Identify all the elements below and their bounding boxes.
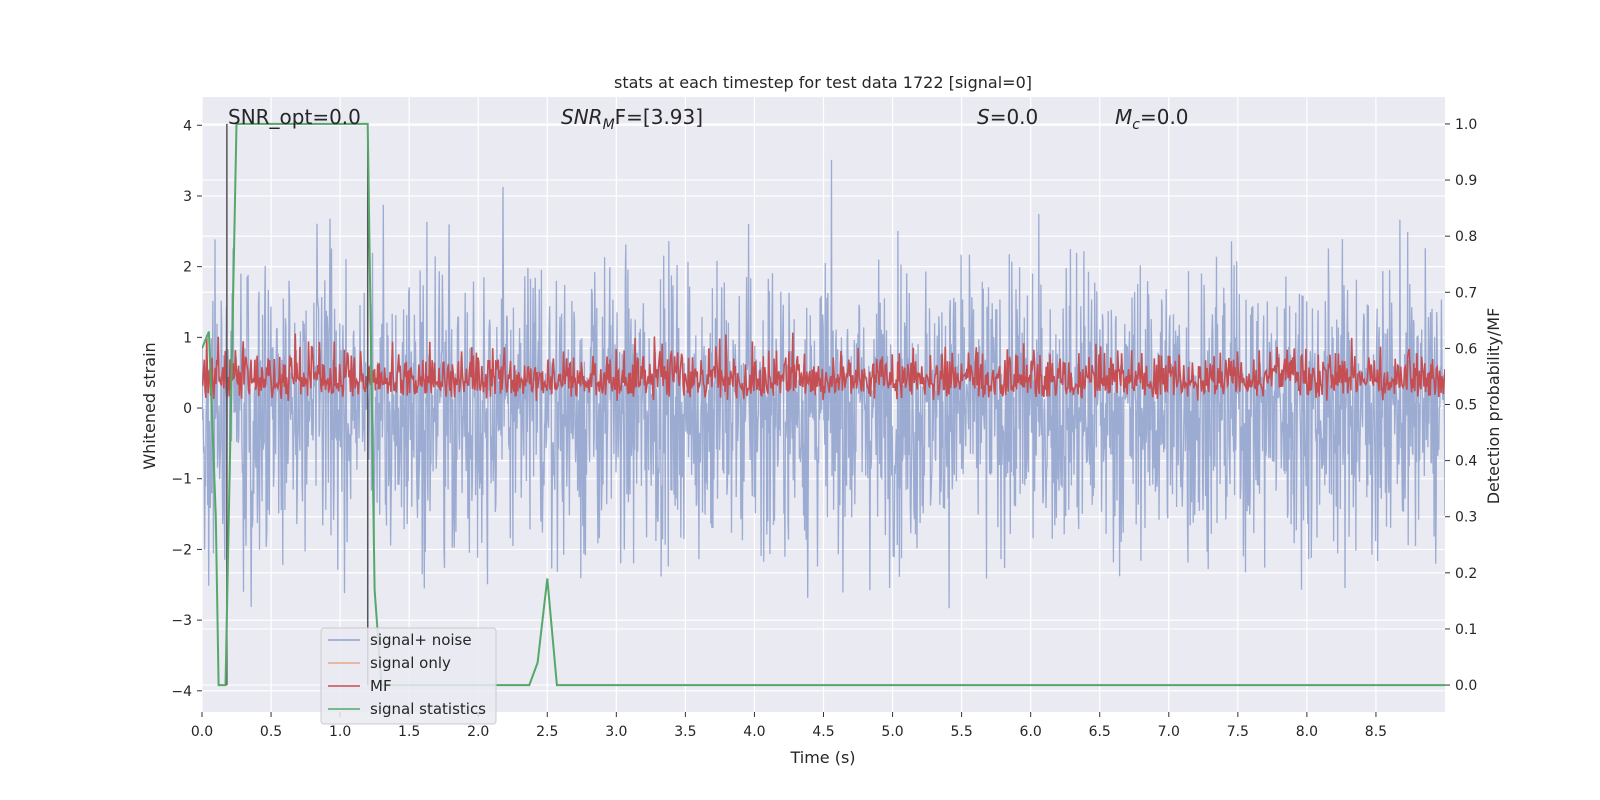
snr-mf-suffix: F=[3.93] <box>615 105 703 129</box>
annotation-snr-mf: SNRMF=[3.93] <box>561 105 703 133</box>
yl-tick-label-8: 4 <box>183 118 192 134</box>
x-tick-label-4: 2.0 <box>467 724 489 740</box>
yr-tick-label-4: 0.4 <box>1455 454 1477 470</box>
x-tick-label-8: 4.0 <box>743 724 765 740</box>
x-tick-label-16: 8.0 <box>1296 724 1318 740</box>
x-tick-label-10: 5.0 <box>881 724 903 740</box>
yr-tick-label-1: 0.1 <box>1455 622 1477 638</box>
yr-tick-label-5: 0.5 <box>1455 398 1477 414</box>
yr-tick-label-9: 0.9 <box>1455 173 1477 189</box>
y-axis-right-ticks: 0.0 0.1 0.2 0.3 0.4 0.5 0.6 0.7 0.8 0.9 1.0 <box>1445 117 1477 694</box>
annotation-s: S=0.0 <box>977 105 1038 129</box>
series-signal-plus-noise <box>202 159 1445 609</box>
s-var: S <box>977 105 990 129</box>
y-axis-right-label: Detection probability/MF <box>1484 308 1503 505</box>
mc-sub: c <box>1132 117 1140 133</box>
yr-tick-label-0: 0.0 <box>1455 678 1477 694</box>
yr-tick-label-3: 0.3 <box>1455 510 1477 526</box>
legend-label-signal-statistics: signal statistics <box>370 700 486 718</box>
x-tick-label-11: 5.5 <box>950 724 972 740</box>
x-tick-label-7: 3.5 <box>674 724 696 740</box>
y-axis-left-label: Whitened strain <box>140 342 159 469</box>
x-tick-label-12: 6.0 <box>1020 724 1042 740</box>
annotation-snr-opt: SNR_opt=0.0 <box>228 105 361 129</box>
yr-tick-label-10: 1.0 <box>1455 117 1477 133</box>
legend: signal+ noise signal only MF signal stat… <box>320 627 497 725</box>
x-tick-label-9: 4.5 <box>812 724 834 740</box>
x-axis-label: Time (s) <box>789 748 855 767</box>
legend-label-noise: signal+ noise <box>370 631 472 649</box>
x-tick-label-13: 6.5 <box>1089 724 1111 740</box>
yl-tick-label-6: 2 <box>183 260 192 276</box>
x-tick-label-1: 0.5 <box>260 724 282 740</box>
legend-label-signal-only: signal only <box>370 654 451 672</box>
yl-tick-label-1: −3 <box>171 613 192 629</box>
chart-title: stats at each timestep for test data 172… <box>614 73 1032 92</box>
mc-value: =0.0 <box>1140 105 1189 129</box>
yl-tick-label-7: 3 <box>183 189 192 205</box>
x-tick-label-3: 1.5 <box>398 724 420 740</box>
mc-var: M <box>1115 105 1132 129</box>
line-mf <box>202 332 1445 401</box>
series-mf <box>202 332 1445 401</box>
snr-mf-prefix: SNR <box>561 105 603 129</box>
snr-mf-sub: M <box>603 117 615 133</box>
x-tick-label-15: 7.5 <box>1227 724 1249 740</box>
yr-tick-label-8: 0.8 <box>1455 229 1477 245</box>
annotation-mc: Mc=0.0 <box>1115 105 1189 133</box>
y-axis-left-ticks: −4 −3 −2 −1 0 1 2 3 4 <box>171 118 202 700</box>
x-tick-label-0: 0.0 <box>191 724 213 740</box>
x-tick-label-5: 2.5 <box>536 724 558 740</box>
x-axis-ticks: 0.0 0.5 1.0 1.5 2.0 2.5 3.0 3.5 4.0 4.5 5.0 5.5 6.0 6… <box>191 712 1387 740</box>
yl-tick-label-5: 1 <box>183 330 192 346</box>
yr-tick-label-7: 0.7 <box>1455 285 1477 301</box>
yl-tick-label-4: 0 <box>183 401 192 417</box>
x-tick-label-2: 1.0 <box>329 724 351 740</box>
yl-tick-label-2: −2 <box>171 542 192 558</box>
x-tick-label-6: 3.0 <box>605 724 627 740</box>
s-value: =0.0 <box>990 105 1039 129</box>
yl-tick-label-0: −4 <box>171 684 192 700</box>
x-tick-label-17: 8.5 <box>1365 724 1387 740</box>
yl-tick-label-3: −1 <box>171 472 192 488</box>
legend-box <box>320 627 497 725</box>
yr-tick-label-6: 0.6 <box>1455 341 1477 357</box>
x-tick-label-14: 7.0 <box>1158 724 1180 740</box>
line-signal-plus-noise <box>202 159 1445 609</box>
legend-label-mf: MF <box>370 677 392 695</box>
yr-tick-label-2: 0.2 <box>1455 566 1477 582</box>
